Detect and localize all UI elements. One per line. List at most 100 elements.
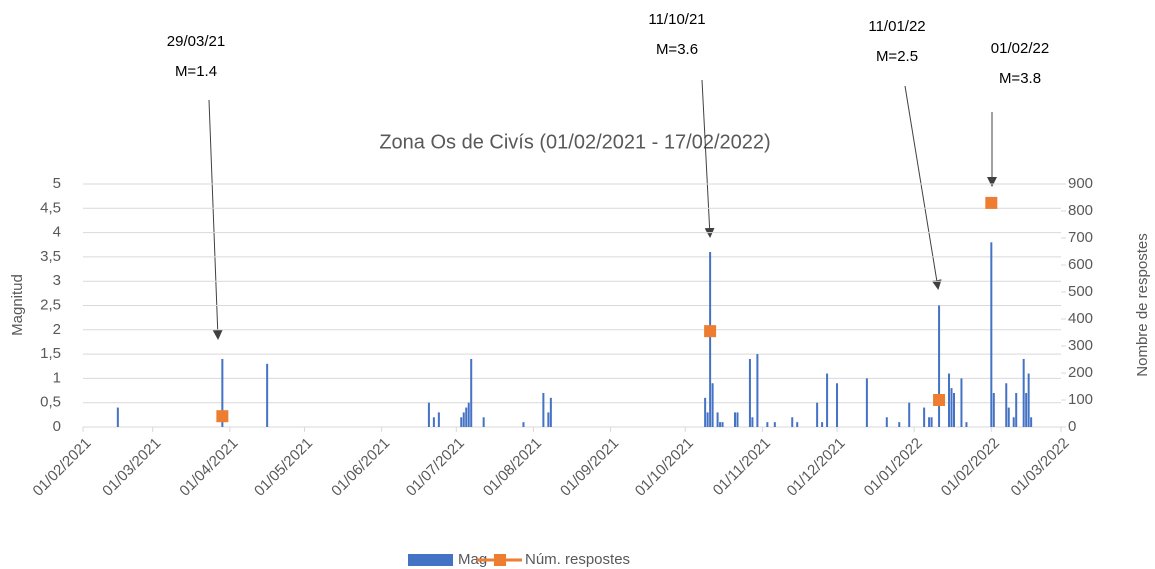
x-tick-label: 01/01/2022 <box>861 435 926 500</box>
x-tick-label: 01/03/2021 <box>99 435 164 500</box>
bar <box>522 422 525 427</box>
bar <box>1007 407 1010 427</box>
bar <box>736 412 739 427</box>
marker <box>216 410 229 423</box>
y-tick-label: 4,5 <box>40 199 61 216</box>
bar <box>1025 392 1028 427</box>
y2-tick-label: 600 <box>1068 256 1093 273</box>
legend-label: Mag <box>458 551 487 568</box>
y2-tick-label: 100 <box>1068 391 1093 408</box>
bar <box>756 354 759 427</box>
bar <box>748 358 751 427</box>
marker <box>985 196 998 209</box>
legend-swatch <box>494 554 506 566</box>
bar <box>1027 373 1030 427</box>
y-tick-label: 1 <box>53 369 61 386</box>
bar <box>266 363 269 427</box>
bar <box>709 252 712 427</box>
legend-swatch <box>408 554 453 566</box>
y2-axis-label: Nombre de respostes <box>1134 233 1151 376</box>
bar <box>437 412 440 427</box>
bar <box>462 412 465 427</box>
bar <box>948 373 951 427</box>
annotation-arrow <box>208 99 223 340</box>
bar <box>791 417 794 427</box>
bar <box>432 417 435 427</box>
annotation: 29/03/21 <box>167 33 225 50</box>
bar <box>938 305 941 427</box>
bar <box>826 373 829 427</box>
annotation-arrow <box>701 79 715 238</box>
y2-tick-label: 800 <box>1068 202 1093 219</box>
y-tick-label: 0,5 <box>40 394 61 411</box>
bar <box>719 422 722 427</box>
y2-tick-label: 700 <box>1068 229 1093 246</box>
x-tick-label: 01/05/2021 <box>251 435 316 500</box>
bar <box>716 412 719 427</box>
bar <box>965 422 968 427</box>
y-tick-label: 0 <box>53 418 61 435</box>
y2-tick-label: 200 <box>1068 364 1093 381</box>
bar <box>950 388 953 427</box>
x-tick-label: 01/04/2021 <box>176 435 241 500</box>
x-tick-label: 01/11/2021 <box>710 435 774 499</box>
bar <box>706 412 709 427</box>
bar <box>821 422 824 427</box>
x-tick-label: 01/10/2021 <box>632 435 697 500</box>
bar <box>952 392 955 427</box>
bar <box>1015 392 1018 427</box>
bar <box>470 358 473 427</box>
y2-tick-label: 300 <box>1068 337 1093 354</box>
x-tick-label: 01/12/2021 <box>784 435 849 500</box>
bar <box>721 422 724 427</box>
bar <box>427 402 430 427</box>
bar <box>766 422 769 427</box>
y2-tick-label: 0 <box>1068 418 1076 435</box>
bar <box>1022 358 1025 427</box>
bar <box>1012 417 1015 427</box>
bar <box>221 358 224 427</box>
x-tick-label: 01/09/2021 <box>557 435 622 500</box>
bar <box>990 242 993 427</box>
bar <box>704 397 707 427</box>
bar <box>836 383 839 427</box>
annotation: M=3.6 <box>656 41 698 58</box>
bar <box>1030 417 1033 427</box>
bar <box>1005 383 1008 427</box>
bar <box>865 378 868 427</box>
y2-tick-label: 900 <box>1068 175 1093 192</box>
bar <box>116 407 119 427</box>
y-tick-label: 2,5 <box>40 296 61 313</box>
y-tick-label: 3,5 <box>40 248 61 265</box>
bar <box>734 412 736 427</box>
bar <box>930 417 933 427</box>
x-tick-label: 01/02/2021 <box>30 435 95 500</box>
bar <box>960 378 963 427</box>
x-tick-label: 01/06/2021 <box>328 435 393 500</box>
bar <box>467 402 470 427</box>
y-axis-label: Magnitud <box>9 274 26 336</box>
annotation: M=1.4 <box>175 63 217 80</box>
bar <box>547 412 550 427</box>
bar <box>898 422 901 427</box>
x-tick-label: 01/08/2021 <box>480 435 545 500</box>
y2-tick-label: 400 <box>1068 310 1093 327</box>
annotation-arrow <box>904 85 942 290</box>
bar <box>460 417 463 427</box>
y2-tick-label: 500 <box>1068 283 1093 300</box>
x-tick-label: 01/02/2022 <box>938 435 1003 500</box>
bar <box>992 392 995 427</box>
x-tick-label: 01/07/2021 <box>403 435 468 500</box>
bar <box>928 417 931 427</box>
bar <box>482 417 485 427</box>
bar <box>885 417 888 427</box>
bar <box>908 402 911 427</box>
marker <box>933 394 946 406</box>
bar <box>542 392 545 427</box>
y-tick-label: 1,5 <box>40 345 61 362</box>
x-tick-label: 01/03/2022 <box>1008 435 1073 500</box>
annotation: 01/02/22 <box>991 40 1049 57</box>
annotation: M=2.5 <box>876 48 918 65</box>
marker <box>704 325 717 338</box>
